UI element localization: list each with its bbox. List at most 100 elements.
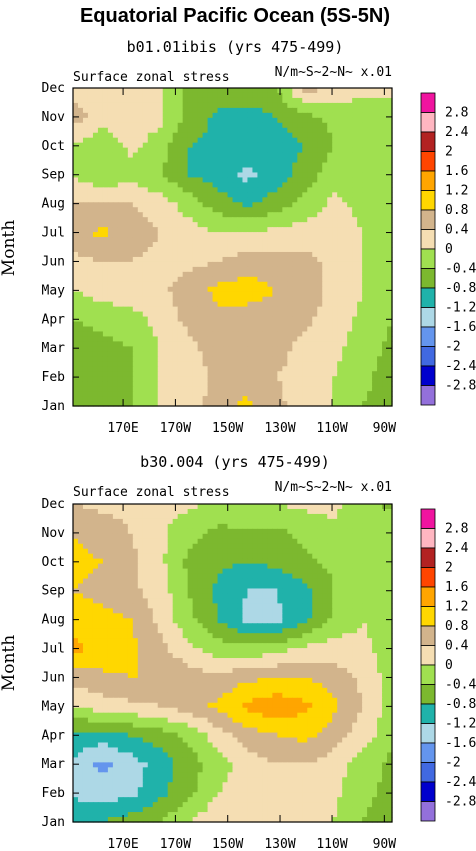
contour-cell [117,147,124,154]
contour-cell [162,351,169,357]
contour-cell [92,97,99,104]
contour-cell [82,202,89,208]
contour-cell [282,553,288,560]
contour-cell [287,291,293,298]
contour-cell [197,361,204,367]
contour-cell [367,386,373,392]
contour-cell [322,256,328,263]
contour-cell [182,102,189,109]
contour-cell [182,346,189,352]
contour-cell [322,306,328,313]
contour-cell [387,256,393,263]
contour-cell [307,518,313,525]
contour-cell [347,291,353,298]
contour-cell [157,336,164,343]
contour-cell [122,361,129,367]
contour-cell [257,513,263,520]
contour-cell [127,518,134,525]
contour-cell [317,92,323,99]
contour-cell [187,112,194,119]
contour-cell [367,162,373,169]
contour-cell [297,157,303,164]
contour-cell [102,391,109,397]
contour-cell [262,296,268,303]
contour-cell [117,276,124,283]
contour-cell [147,356,154,362]
contour-cell [137,316,144,323]
contour-cell [287,386,293,392]
contour-cell [327,182,333,188]
contour-cell [327,102,333,109]
contour-cell [307,162,313,169]
contour-cell [207,281,214,288]
contour-cell [352,553,358,560]
contour-cell [367,107,373,114]
contour-cell [312,256,318,263]
contour-cell [297,242,303,248]
contour-cell [102,122,109,129]
contour-cell [312,321,318,328]
contour-cell [162,237,169,243]
contour-cell [127,152,134,159]
contour-cell [172,361,179,367]
contour-cell [352,356,358,362]
contour-cell [73,137,79,144]
contour-cell [92,237,99,243]
contour-cell [127,197,134,203]
contour-cell [327,311,333,318]
contour-cell [187,137,194,144]
contour-cell [327,336,333,343]
contour-cell [312,88,318,94]
contour-cell [252,117,259,124]
contour-cell [342,137,348,144]
contour-cell [387,232,393,238]
contour-cell [237,207,244,213]
contour-cell [197,508,204,515]
contour-cell [187,162,194,169]
contour-cell [297,361,303,367]
contour-cell [102,177,109,184]
contour-cell [347,127,353,134]
contour-cell [227,107,234,114]
contour-cell [172,311,179,318]
contour-cell [102,306,109,313]
contour-cell [222,346,229,352]
contour-cell [102,137,109,144]
contour-cell [362,341,368,347]
contour-cell [132,197,139,203]
contour-cell [287,212,293,218]
contour-cell [267,276,273,283]
contour-cell [307,142,313,149]
contour-cell [192,271,199,278]
contour-cell [267,147,273,154]
contour-cell [207,132,214,139]
contour-cell [317,311,323,318]
contour-cell [142,548,149,555]
contour-cell [157,508,164,515]
contour-cell [152,533,159,540]
contour-cell [177,137,184,144]
contour-cell [142,351,149,357]
contour-cell [147,346,154,352]
contour-cell [287,222,293,228]
contour-cell [202,386,209,392]
contour-cell [312,232,318,238]
contour-cell [247,391,254,397]
contour-cell [257,187,263,193]
contour-cell [242,102,249,109]
contour-cell [257,132,263,139]
contour-cell [187,361,194,367]
contour-cell [342,563,348,570]
contour-cell [222,291,229,298]
contour-cell [212,371,219,377]
contour-cell [362,256,368,263]
contour-cell [252,147,259,154]
contour-cell [197,202,204,208]
contour-cell [237,331,244,338]
contour-cell [262,112,268,119]
contour-cell [73,157,79,164]
contour-cell [217,533,224,540]
contour-cell [252,88,259,94]
contour-cell [232,351,239,357]
contour-cell [252,528,259,535]
